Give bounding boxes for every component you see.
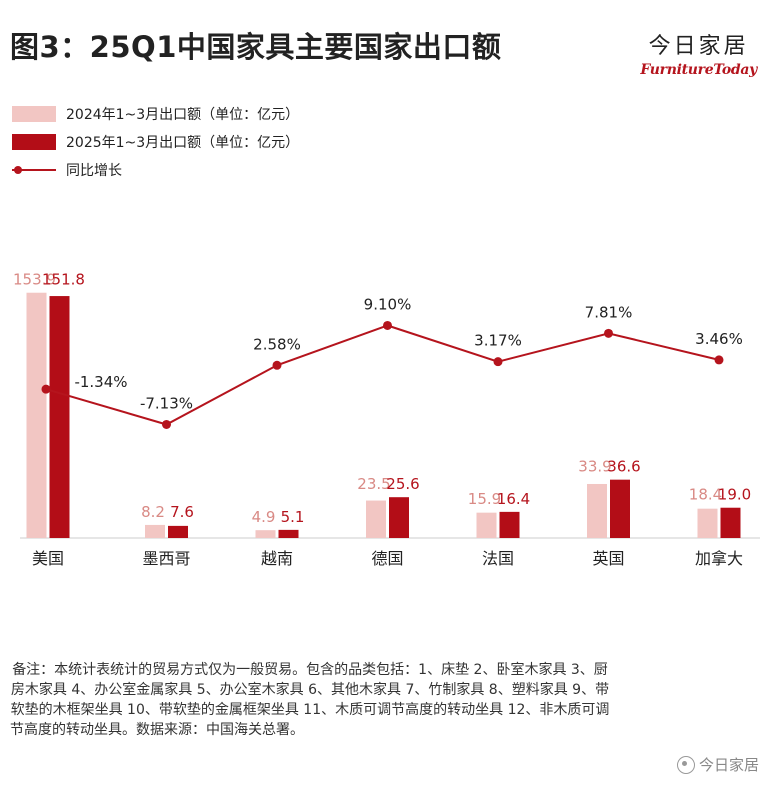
bar-2024-1 <box>145 524 165 538</box>
growth-point-0 <box>41 384 51 394</box>
category-label-0: 美国 <box>32 549 64 568</box>
bar-2025-3 <box>389 497 409 538</box>
legend-label-growth: 同比增长 <box>66 163 122 179</box>
value-label-2025-1: 7.6 <box>170 503 194 521</box>
value-label-2024-5: 33.9 <box>578 458 611 476</box>
growth-label-3: 9.10% <box>364 295 412 313</box>
growth-point-5 <box>604 328 613 338</box>
bar-2024-4 <box>476 512 497 538</box>
growth-label-1: -7.13% <box>140 394 193 412</box>
legend-swatch-2024 <box>12 106 56 122</box>
growth-label-6: 3.46% <box>695 330 743 348</box>
value-label-2025-3: 25.6 <box>386 475 419 493</box>
value-label-2024-3: 23.5 <box>357 475 390 493</box>
bar-2024-2 <box>255 530 276 538</box>
category-label-1: 墨西哥 <box>142 549 190 568</box>
category-label-2: 越南 <box>261 549 293 568</box>
bar-2025-1 <box>168 525 188 538</box>
growth-label-5: 7.81% <box>585 303 633 321</box>
legend-item-growth: 同比增长 <box>12 156 299 184</box>
legend-label-2024: 2024年1~3月出口额（单位：亿元） <box>66 107 300 123</box>
brand-name-en: FurnitureToday <box>640 62 757 78</box>
value-label-2025-5: 36.6 <box>607 458 640 476</box>
growth-point-6 <box>714 355 724 365</box>
watermark-text: 今日家居 <box>698 756 759 774</box>
value-label-2025-2: 5.1 <box>281 508 305 526</box>
value-label-2025-0: 151.8 <box>42 271 85 289</box>
value-label-2025-6: 19.0 <box>718 486 751 504</box>
bar-2025-0 <box>49 296 70 538</box>
category-label-3: 德国 <box>371 549 403 568</box>
value-label-2024-4: 15.9 <box>468 490 501 508</box>
brand-name-cn: 今日家居 <box>648 34 749 59</box>
bar-2025-5 <box>610 479 630 538</box>
legend-swatch-2025 <box>12 134 56 150</box>
growth-label-0: -1.34% <box>74 373 127 391</box>
legend-item-2025: 2025年1~3月出口额（单位：亿元） <box>12 128 299 156</box>
growth-point-3 <box>383 320 392 330</box>
category-label-6: 加拿大 <box>695 549 743 568</box>
brand-logo: 今日家居 FurnitureToday <box>640 28 757 78</box>
value-label-2024-6: 18.4 <box>689 486 722 504</box>
growth-point-2 <box>272 360 282 370</box>
bar-2024-5 <box>587 483 607 538</box>
bar-2024-3 <box>366 500 386 538</box>
bar-2025-2 <box>278 529 299 538</box>
growth-point-1 <box>162 419 171 429</box>
legend-item-2024: 2024年1~3月出口额（单位：亿元） <box>12 100 299 128</box>
value-label-2024-0: 153.9 <box>13 271 56 289</box>
legend-label-2025: 2025年1~3月出口额（单位：亿元） <box>66 135 300 151</box>
footnote: 备注：本统计表统计的贸易方式仅为一般贸易。包含的品类包括：1、床垫 2、卧室木家… <box>10 662 610 738</box>
bar-2024-6 <box>697 508 718 538</box>
growth-label-2: 2.58% <box>253 335 301 353</box>
value-label-2024-1: 8.2 <box>141 503 165 521</box>
chart-legend: 2024年1~3月出口额（单位：亿元） 2025年1~3月出口额（单位：亿元） … <box>12 100 299 184</box>
category-label-4: 法国 <box>482 549 514 568</box>
growth-label-4: 3.17% <box>474 332 522 350</box>
category-label-5: 英国 <box>592 549 624 568</box>
bar-2025-6 <box>720 507 741 538</box>
legend-swatch-growth <box>12 162 56 178</box>
watermark: 今日家居 <box>676 754 759 775</box>
bar-2025-4 <box>499 511 520 538</box>
value-label-2025-4: 16.4 <box>497 490 530 508</box>
watermark-icon <box>676 755 695 774</box>
chart-title: 图3：25Q1中国家具主要国家出口额 <box>10 30 502 64</box>
growth-point-4 <box>493 357 503 367</box>
bar-2024-0 <box>26 292 47 538</box>
value-label-2024-2: 4.9 <box>252 508 276 526</box>
